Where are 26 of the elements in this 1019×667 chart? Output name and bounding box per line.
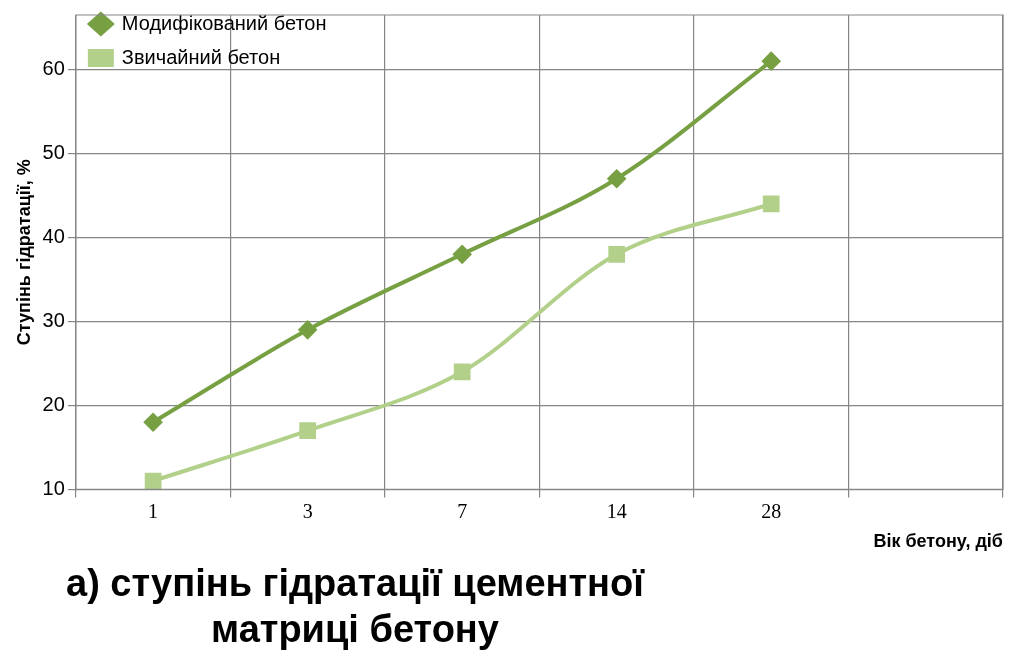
- x-tick-label: 7: [457, 499, 468, 522]
- x-tick-label: 28: [761, 499, 782, 522]
- legend-label: Звичайний бетон: [121, 45, 281, 68]
- point: [299, 422, 316, 439]
- y-tick-label: 40: [42, 225, 65, 248]
- y-tick-label: 10: [42, 476, 65, 499]
- x-axis-title: Вік бетону, діб: [873, 531, 1003, 552]
- point: [298, 320, 317, 339]
- y-axis-title: Ступінь гідратації, %: [13, 159, 34, 346]
- point: [453, 363, 471, 381]
- y-tick-label: 50: [42, 141, 65, 164]
- point: [144, 413, 163, 432]
- x-tick-label: 3: [302, 499, 313, 522]
- point: [144, 472, 162, 490]
- legend-label: Модифікований бетон: [121, 11, 327, 34]
- text: а) ступінь гідратації цементної матриці бетону: [65, 561, 646, 652]
- point: [453, 245, 472, 264]
- point: [762, 195, 780, 213]
- y-tick-label: 20: [42, 392, 65, 415]
- point: [762, 52, 781, 71]
- y-tick-label: 30: [42, 308, 65, 331]
- y-tick-label: 60: [42, 57, 65, 80]
- x-tick-label: 14: [606, 499, 627, 522]
- point: [608, 245, 626, 263]
- x-tick-label: 1: [148, 499, 159, 522]
- point: [607, 169, 626, 188]
